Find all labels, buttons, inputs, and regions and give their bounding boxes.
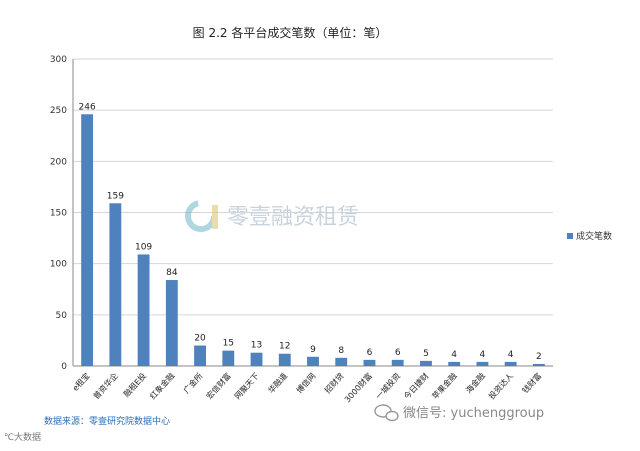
category-label: 普资华企 (91, 371, 120, 401)
wechat-watermark: 微信号: yuchenggroup (374, 404, 544, 422)
wechat-icon (374, 404, 399, 422)
bar (307, 356, 319, 366)
legend-swatch (567, 233, 573, 239)
bar (109, 203, 122, 366)
bar (81, 114, 94, 366)
bar (363, 359, 376, 366)
category-label: 苹果金融 (430, 371, 459, 401)
bar (194, 345, 206, 366)
corner-mark-text: 大数据 (14, 431, 41, 443)
legend-label: 成交笔数 (576, 230, 612, 242)
data-label: 20 (194, 334, 206, 344)
data-label: 9 (310, 345, 316, 355)
data-label: 4 (508, 350, 514, 360)
chart-title: 图 2.2 各平台成交笔数（单位：笔） (193, 25, 388, 40)
ticks-layer: 0 50 100 150 200 250 300 (50, 55, 67, 372)
bar (222, 350, 235, 366)
bar (165, 280, 178, 366)
data-label: 246 (79, 102, 96, 112)
source-note: 数据来源：零壹研究院数据中心 (44, 415, 170, 427)
bars-layer (81, 114, 545, 366)
grid-layer (72, 58, 553, 367)
category-label: e租宝 (70, 371, 91, 393)
category-label: 投资达人 (486, 371, 515, 401)
watermark-logo-icon (185, 200, 218, 232)
y-tick-label: 100 (50, 260, 67, 270)
category-label: 红象金融 (147, 371, 176, 401)
corner-icon: ℃ (4, 433, 14, 443)
watermark-text: 零壹融资租赁 (227, 205, 359, 230)
category-label: 今日捷财 (402, 371, 431, 401)
bar (391, 359, 404, 366)
category-label: 华融道 (266, 371, 289, 396)
data-label: 15 (223, 339, 234, 349)
category-label: 广金所 (181, 371, 204, 396)
category-label: 钱财富 (520, 371, 543, 396)
data-label: 6 (367, 348, 373, 358)
bar (335, 357, 348, 366)
data-label: 13 (251, 341, 262, 351)
data-label: 8 (338, 346, 344, 356)
legend: 成交笔数 (567, 230, 612, 242)
bar (532, 363, 545, 366)
data-label: 12 (279, 342, 290, 352)
data-label: 84 (166, 268, 178, 278)
data-label: 4 (451, 350, 457, 360)
category-label: 网聚天下 (233, 371, 261, 401)
category-label: 海金融 (463, 371, 486, 396)
bar (420, 360, 432, 366)
category-label: 宏信财富 (204, 371, 233, 401)
data-label: 159 (107, 191, 124, 201)
cats-layer: e租宝 普资华企 融租E投 红象金融 广金所 宏信财富 网聚天下 华融道 博信网 招财贷3000财… (70, 371, 543, 405)
wechat-id: 微信号: yuchenggroup (403, 406, 544, 421)
y-tick-label: 0 (61, 362, 67, 372)
corner-mark: ℃ 大数据 (4, 431, 41, 443)
y-tick-label: 150 (50, 209, 67, 219)
category-label: 一城投资 (373, 371, 402, 401)
data-label: 5 (423, 349, 429, 359)
bar (278, 353, 291, 366)
y-tick-label: 50 (56, 311, 68, 321)
data-label: 6 (395, 348, 401, 358)
y-tick-label: 250 (50, 106, 67, 116)
data-label: 4 (480, 350, 486, 360)
category-label: 融租E投 (121, 371, 148, 399)
category-label: 3000财富 (342, 371, 374, 405)
bar (137, 254, 150, 366)
y-tick-label: 200 (50, 157, 67, 167)
category-label: 招财贷 (322, 371, 345, 396)
labels-layer: 246 159 109 84 20 15 13 12 9 8 6 6 5 4 4 4 2 (79, 102, 542, 362)
bar (448, 361, 461, 366)
data-label: 2 (536, 352, 542, 362)
bar (250, 352, 263, 366)
data-label: 109 (135, 242, 152, 252)
bar (476, 361, 489, 366)
y-tick-label: 300 (50, 55, 67, 65)
bar (504, 361, 517, 366)
watermark: 零壹融资租赁 (185, 200, 359, 232)
category-label: 博信网 (294, 371, 317, 396)
